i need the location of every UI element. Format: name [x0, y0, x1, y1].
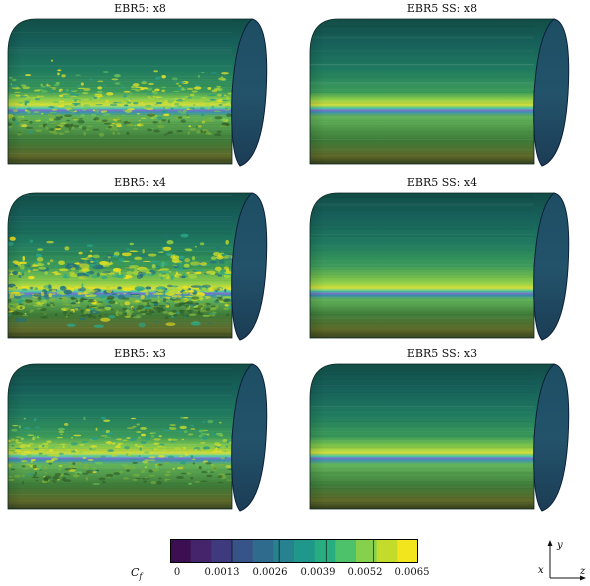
panel-ebr5-x3: EBR5: x3 — [0, 347, 280, 515]
cylinder-surface — [7, 192, 268, 341]
cylinder-surface — [7, 363, 268, 512]
panel-title: EBR5 SS: x4 — [406, 176, 478, 189]
panel-ebr5-ss-x3: EBR5 SS: x3 — [302, 347, 582, 515]
panel-title: EBR5: x8 — [114, 2, 166, 15]
panel-title: EBR5: x4 — [114, 176, 166, 189]
colorbar-frame — [170, 539, 418, 563]
cylinder-end-cap — [533, 18, 570, 167]
panel-title: EBR5 SS: x3 — [406, 347, 478, 360]
panel-title: EBR5 SS: x8 — [406, 2, 478, 15]
colorbar-segment — [376, 539, 398, 563]
y-axis-label: y — [556, 540, 563, 551]
colorbar-label: Cf — [131, 566, 143, 582]
colorbar-segment — [273, 539, 295, 563]
colorbar-segment — [170, 539, 192, 563]
colorbar-segment — [397, 539, 418, 563]
panel-title: EBR5: x3 — [114, 347, 166, 360]
colorbar-segment — [294, 539, 316, 563]
cylinder-surface — [309, 192, 570, 341]
panel-ebr5-ss-x4: EBR5 SS: x4 — [302, 176, 582, 344]
y-axis-arrowhead — [547, 540, 553, 546]
colorbar-tick: 0.0026 — [252, 567, 288, 578]
colorbar-tick: 0.0065 — [394, 567, 430, 578]
z-axis-label: z — [579, 566, 586, 577]
colorbar-segment — [252, 539, 274, 563]
axis-triad: y x z — [538, 540, 586, 581]
cylinder-end-cap — [533, 192, 570, 341]
colorbar-segment — [356, 539, 378, 563]
colorbar-segment — [190, 539, 212, 563]
panel-ebr5-x4: EBR5: x4 — [0, 176, 280, 344]
cylinder-surface — [309, 18, 570, 167]
panel-ebr5-x8: EBR5: x8 — [0, 2, 280, 170]
cylinder-end-cap — [231, 192, 268, 341]
cylinder-surface — [309, 363, 570, 512]
x-axis-label: x — [538, 565, 544, 576]
cylinder-end-cap — [533, 363, 570, 512]
z-axis-arrowhead — [580, 575, 586, 581]
colorbar-tick: 0 — [173, 567, 181, 578]
colorbar-segment — [335, 539, 357, 563]
colorbar-segment — [314, 539, 336, 563]
colorbar-tick: 0.0013 — [204, 567, 240, 578]
panel-ebr5-ss-x8: EBR5 SS: x8 — [302, 2, 582, 170]
colorbar-tick: 0.0039 — [300, 567, 336, 578]
cylinder-surface — [7, 18, 268, 167]
cylinder-end-cap — [231, 363, 268, 512]
colorbar — [170, 539, 418, 563]
colorbar-tick: 0.0052 — [347, 567, 383, 578]
colorbar-segment — [232, 539, 254, 563]
cylinder-end-cap — [231, 18, 268, 167]
colorbar-segment — [211, 539, 233, 563]
